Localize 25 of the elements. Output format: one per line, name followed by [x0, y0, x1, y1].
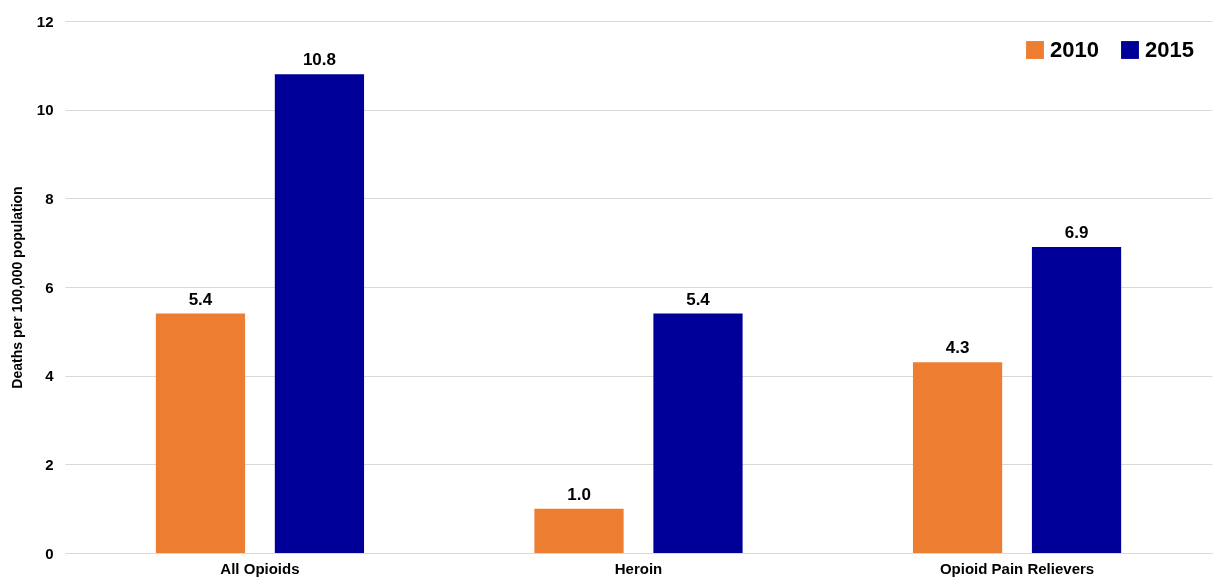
bar	[274, 74, 365, 553]
legend-label: 2010	[1050, 37, 1099, 62]
bar	[912, 362, 1003, 553]
bar	[534, 508, 624, 553]
x-tick-label: Heroin	[614, 559, 663, 577]
bar	[155, 313, 246, 553]
y-tick-label: 8	[45, 189, 54, 207]
data-label: 4.3	[945, 338, 970, 358]
y-tick-label: 10	[36, 101, 54, 119]
data-label: 6.9	[1064, 223, 1089, 243]
data-label: 10.8	[302, 50, 336, 70]
y-tick-label: 4	[45, 367, 55, 385]
data-label: 5.4	[188, 289, 213, 309]
y-tick-label: 0	[45, 544, 54, 562]
y-tick-label: 12	[36, 12, 54, 30]
y-tick-label: 6	[45, 278, 54, 296]
bar	[653, 313, 743, 553]
data-label: 5.4	[686, 289, 711, 309]
x-tick-label: Opioid Pain Relievers	[939, 559, 1095, 577]
legend-label: 2015	[1145, 37, 1194, 62]
data-label: 1.0	[567, 484, 591, 504]
bar	[1031, 247, 1122, 553]
x-tick-label: All Opioids	[220, 559, 300, 577]
y-tick-label: 2	[45, 455, 54, 473]
y-axis-title: Deaths per 100,000 population	[8, 186, 25, 389]
